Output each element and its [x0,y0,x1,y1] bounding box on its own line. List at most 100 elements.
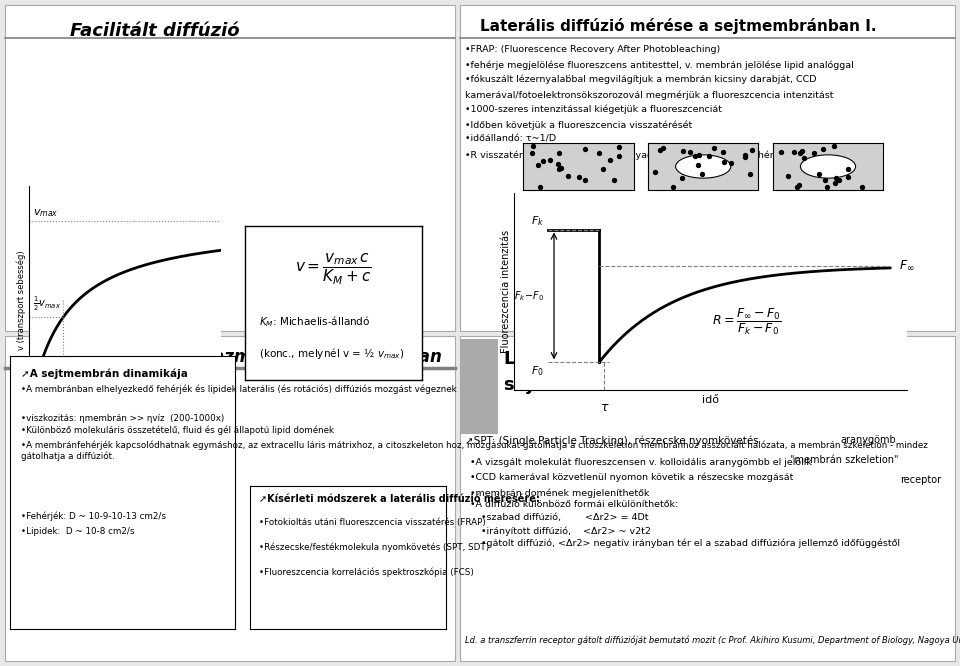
Text: $K_M$: Michaelis-állandó: $K_M$: Michaelis-állandó [259,314,371,329]
Text: $\frac{1}{2}v_{max}$: $\frac{1}{2}v_{max}$ [33,295,60,313]
Point [551,148,566,159]
Point [792,147,807,158]
Text: $v_{max}$: $v_{max}$ [33,207,59,219]
Text: Ld. a transzferrin receptor gátolt diffúzióját bemutató mozit (c Prof. Akihiro K: Ld. a transzferrin receptor gátolt diffú… [465,635,960,645]
Text: $R = \dfrac{F_{\infty} - F_0}{F_k - F_0}$: $R = \dfrac{F_{\infty} - F_0}{F_k - F_0}… [711,307,781,338]
Text: •Lipidek:  D ~ 10-8 cm2/s: •Lipidek: D ~ 10-8 cm2/s [21,527,134,536]
Text: •Részecske/festékmolekula nyomkövetés (SPT, SDT): •Részecske/festékmolekula nyomkövetés (S… [259,543,490,552]
Text: $v = \dfrac{v_{max}\,c}{K_M + c}$: $v = \dfrac{v_{max}\,c}{K_M + c}$ [296,252,372,287]
Point [797,153,812,164]
Point [602,155,617,166]
Point [530,160,545,170]
Text: (konc., melynél v = ½ $v_{max}$): (konc., melynél v = ½ $v_{max}$) [259,346,404,361]
Text: $F_k\!-\!F_0$: $F_k\!-\!F_0$ [514,289,544,303]
Text: •viszkozitás: ηmembrán >> ηvíz  (200-1000x): •viszkozitás: ηmembrán >> ηvíz (200-1000… [21,414,225,423]
Point [675,173,690,184]
Point [551,164,566,174]
Text: •Fehérjék: D ~ 10-9-10-13 cm2/s: •Fehérjék: D ~ 10-9-10-13 cm2/s [21,512,166,521]
Point [707,143,722,153]
Point [536,155,551,166]
Circle shape [676,155,731,178]
Text: Laterális diffúzió mérése a: Laterális diffúzió mérése a [504,350,774,368]
Text: c: c [221,434,228,447]
Point [611,151,626,162]
Point [695,169,710,180]
Point [648,166,663,177]
Point [554,163,569,173]
Text: ➚A sejtmembrán dinamikája: ➚A sejtmembrán dinamikája [21,368,188,379]
Point [606,174,621,185]
Point [525,141,540,151]
Text: Diffúzió a plazma membrán síkjában: Diffúzió a plazma membrán síkjában [100,348,442,366]
Point [652,145,667,155]
Bar [5,5,455,331]
Point [828,178,843,188]
Y-axis label: v (transzport sebesség): v (transzport sebesség) [16,250,26,350]
Circle shape [801,155,855,178]
Point [683,147,698,157]
Text: "membrán szkeletion": "membrán szkeletion" [790,455,899,465]
Point [840,171,855,182]
Text: •Fluoreszcencia korrelációs spektroszkópia (FCS): •Fluoreszcencia korrelációs spektroszkóp… [259,568,474,577]
Point [572,172,588,182]
Text: $F_k$: $F_k$ [531,214,544,228]
Text: •fókuszált lézernyalab́bal megvilágítjuk a membrán kicsiny darabját, CCD: •fókuszált lézernyalab́bal megvilágítjuk… [465,75,817,85]
Bar [460,336,955,661]
Text: Facilitált diffúzió: Facilitált diffúzió [70,22,240,40]
Text: Laterális diffúzió mérése a sejtmembránban I.: Laterális diffúzió mérése a sejtmembránb… [480,18,876,34]
Point [578,174,593,185]
Text: receptor: receptor [900,475,941,485]
Text: •1000-szeres intenzitással kiégetjük a fluoreszcenciát: •1000-szeres intenzitással kiégetjük a f… [465,105,722,115]
Text: •A vizsgált molekulát fluoreszcensen v. kolloidális aranygömbb el jelölik: •A vizsgált molekulát fluoreszcensen v. … [470,458,812,467]
Text: •R visszatérési hányad: mobilis hányad  (lipidek: 90-100%, fehérjék: 10-90%): •R visszatérési hányad: mobilis hányad (… [465,150,834,159]
Point [794,146,809,157]
Point [827,141,842,151]
Text: sejtmembránban II.: sejtmembránban II. [504,375,702,394]
Point [715,147,731,157]
Bar [5,336,455,661]
Text: •Időben követjük a fluoreszcencia visszatérését: •Időben követjük a fluoreszcencia vissza… [465,120,692,129]
Point [655,143,670,153]
Point [533,182,548,192]
Text: •gátolt diffúzió, <Δr2> negatív irányban tér el a szabad diffúzióra jellemző idő: •gátolt diffúzió, <Δr2> negatív irányban… [475,539,900,549]
Text: •Fotokioltás utáni fluoreszcencia visszatérés (FRAP): •Fotokioltás utáni fluoreszcencia vissza… [259,517,487,527]
Point [550,159,565,169]
Text: aranygömb: aranygömb [840,435,896,445]
Point [817,175,832,186]
Point [840,164,855,174]
Point [831,174,847,185]
Point [687,151,703,162]
Point [591,147,607,158]
Text: $F_0$: $F_0$ [531,364,544,378]
Point [577,143,592,154]
Point [612,142,627,153]
Text: •A membránfehérjék kapcsolódhatnak egymáshoz, az extracellu láris mátrixhoz, a c: •A membránfehérjék kapcsolódhatnak egymá… [21,441,927,462]
Point [691,160,707,170]
Text: •FRAP: (Fluorescence Recovery After Photobleaching): •FRAP: (Fluorescence Recovery After Phot… [465,45,720,54]
Point [561,170,576,181]
Text: ➚Kísérleti módszerek a laterális diffúzió mérésére:: ➚Kísérleti módszerek a laterális diffúzi… [259,494,540,504]
Point [676,146,691,157]
Point [595,163,611,174]
Point [737,152,753,163]
Point [789,182,804,192]
Bar [460,5,955,331]
Text: ➚SPT: (Single Particle Tracking), részecske nyomkövetés: ➚SPT: (Single Particle Tracking), részec… [465,435,758,446]
Point [737,150,753,161]
Text: •CCD kamerával közvetlenül nyomon követik a részecske mozgását: •CCD kamerával közvetlenül nyomon követi… [470,473,793,482]
Point [742,169,757,180]
Text: kamerával/fotoelektronsökszorozovál megmérjük a fluoreszcencia intenzitást: kamerával/fotoelektronsökszorozovál megm… [465,90,833,99]
Text: $F_{\infty}$: $F_{\infty}$ [899,259,914,272]
Point [723,158,738,168]
Text: •szabad diffúzió,        <Δr2> = 4Dt: •szabad diffúzió, <Δr2> = 4Dt [475,513,649,522]
Text: $\tau$: $\tau$ [599,400,609,414]
Point [791,180,806,190]
Text: •irányított diffúzió,    <Δr2> ~ v2t2: •irányított diffúzió, <Δr2> ~ v2t2 [475,526,651,535]
Point [816,144,831,155]
Point [780,171,796,182]
Point [525,148,540,159]
Text: •A diffúzió különböző formái elkülöníthetők:: •A diffúzió különböző formái elkülöníthe… [470,500,679,509]
Text: •időállandó: τ~1/D: •időállandó: τ~1/D [465,135,556,144]
Point [786,147,802,158]
Text: •Különböző molekuláris összetételű, fluid és gél állapotú lipid domének: •Különböző molekuláris összetételű, flui… [21,426,334,436]
